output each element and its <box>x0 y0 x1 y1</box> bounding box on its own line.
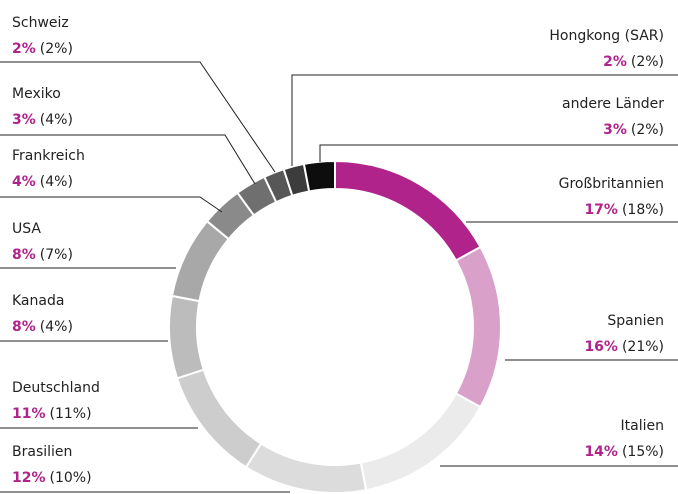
previous-share-label: (2%) <box>631 54 664 70</box>
share-label: 17% <box>584 202 618 218</box>
share-label: 16% <box>584 339 618 355</box>
value-label: 14% (15%) <box>584 444 664 460</box>
value-label: 3% (4%) <box>12 112 73 128</box>
share-label: 14% <box>584 444 618 460</box>
category-label: USA <box>12 221 41 237</box>
category-label: Hongkong (SAR) <box>549 28 664 44</box>
category-label: Deutschland <box>12 380 100 396</box>
category-label: Großbritannien <box>559 176 664 192</box>
previous-share-label: (2%) <box>631 122 664 138</box>
value-label: 11% (11%) <box>12 406 92 422</box>
value-label: 2% (2%) <box>12 41 73 57</box>
share-label: 3% <box>12 112 36 128</box>
category-label: Brasilien <box>12 444 72 460</box>
share-label: 4% <box>12 174 36 190</box>
category-label: Schweiz <box>12 15 69 31</box>
previous-share-label: (4%) <box>40 112 73 128</box>
value-label: 8% (4%) <box>12 319 73 335</box>
category-label: Mexiko <box>12 86 61 102</box>
leader-line <box>0 196 223 213</box>
category-label: Spanien <box>607 313 664 329</box>
previous-share-label: (2%) <box>40 41 73 57</box>
leader-line <box>0 61 276 173</box>
value-label: 3% (2%) <box>603 122 664 138</box>
previous-share-label: (4%) <box>40 319 73 335</box>
category-label: Kanada <box>12 293 64 309</box>
slice <box>454 245 502 409</box>
value-label: 8% (7%) <box>12 247 73 263</box>
previous-share-label: (18%) <box>622 202 664 218</box>
category-label: Frankreich <box>12 148 85 164</box>
value-label: 17% (18%) <box>584 202 664 218</box>
share-label: 2% <box>603 54 627 70</box>
previous-share-label: (4%) <box>40 174 73 190</box>
category-label: andere Länder <box>562 96 664 112</box>
category-label: Italien <box>621 418 664 434</box>
value-label: 16% (21%) <box>584 339 664 355</box>
share-label: 8% <box>12 247 36 263</box>
value-label: 2% (2%) <box>603 54 664 70</box>
previous-share-label: (7%) <box>40 247 73 263</box>
slice <box>334 159 482 262</box>
slice <box>244 442 368 494</box>
previous-share-label: (21%) <box>622 339 664 355</box>
value-label: 12% (10%) <box>12 470 92 486</box>
share-label: 3% <box>603 122 627 138</box>
leader-line <box>319 144 678 162</box>
leader-line <box>0 134 256 185</box>
share-label: 11% <box>12 406 46 422</box>
slice <box>168 294 206 380</box>
value-label: 4% (4%) <box>12 174 73 190</box>
share-label: 8% <box>12 319 36 335</box>
slice <box>359 392 482 492</box>
share-label: 2% <box>12 41 36 57</box>
slice <box>302 159 336 193</box>
slice <box>175 368 263 469</box>
previous-share-label: (10%) <box>50 470 92 486</box>
leader-line <box>291 74 678 166</box>
previous-share-label: (11%) <box>50 406 92 422</box>
share-label: 12% <box>12 470 46 486</box>
previous-share-label: (15%) <box>622 444 664 460</box>
